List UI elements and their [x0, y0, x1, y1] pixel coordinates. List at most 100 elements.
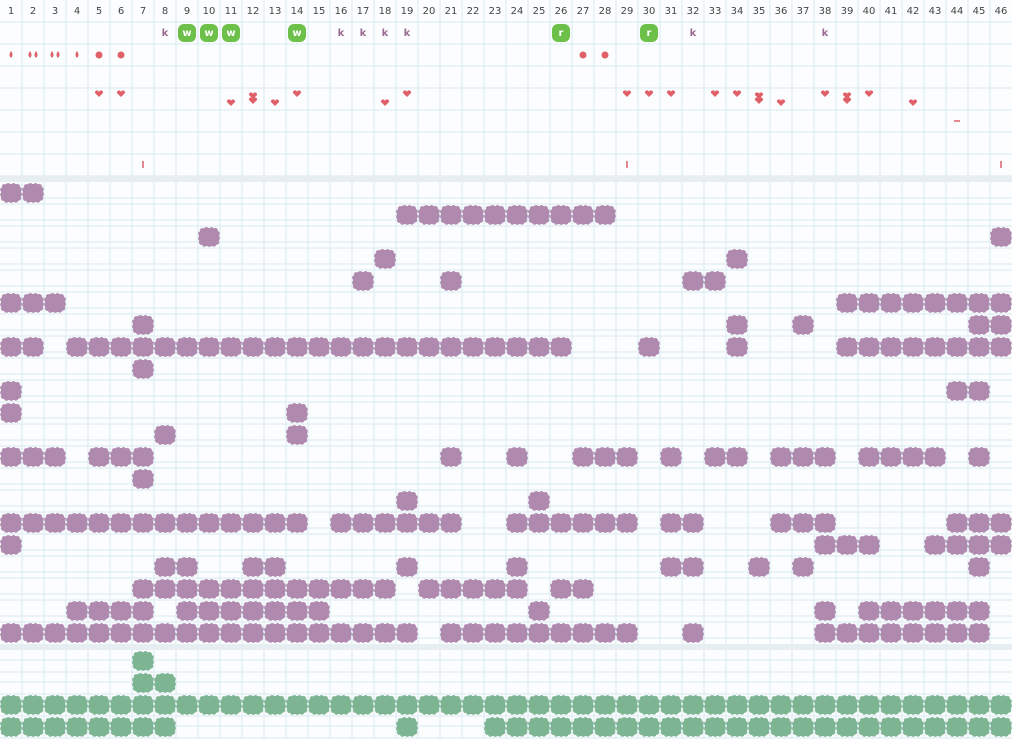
column-number: 26 [555, 6, 568, 17]
blob [924, 535, 946, 555]
blob [154, 623, 176, 643]
column-number: 16 [335, 6, 348, 17]
blob [132, 717, 154, 737]
blob [770, 447, 792, 467]
blob [66, 337, 88, 357]
blob [330, 579, 352, 599]
column-number: 21 [445, 6, 458, 17]
blob [44, 623, 66, 643]
column-number: 8 [162, 6, 168, 17]
blob [902, 717, 924, 737]
column-number: 33 [709, 6, 722, 17]
blob [968, 337, 990, 357]
blob [902, 447, 924, 467]
blob [792, 315, 814, 335]
column-number: 11 [225, 6, 238, 17]
drop [28, 51, 32, 58]
blob [946, 535, 968, 555]
blob [198, 623, 220, 643]
column-number: 31 [665, 6, 678, 17]
column-number: 43 [929, 6, 942, 17]
blob [528, 205, 550, 225]
heart [248, 92, 258, 99]
heart [710, 90, 720, 97]
blob [462, 695, 484, 715]
blob [726, 695, 748, 715]
blob [682, 271, 704, 291]
blob [264, 579, 286, 599]
column-number: 15 [313, 6, 326, 17]
blob [154, 673, 176, 693]
column-number: 45 [973, 6, 986, 17]
blob [462, 337, 484, 357]
blob [528, 601, 550, 621]
blob [66, 717, 88, 737]
blob [440, 205, 462, 225]
blob [594, 205, 616, 225]
column-number: 6 [118, 6, 124, 17]
blob [550, 579, 572, 599]
badge [222, 24, 240, 42]
heart [270, 99, 280, 106]
blob [0, 381, 22, 401]
dot [95, 51, 103, 59]
badge-letter: r [559, 28, 564, 39]
blob [88, 447, 110, 467]
column-number: 10 [203, 6, 216, 17]
blob [22, 293, 44, 313]
blob [110, 623, 132, 643]
blob [330, 513, 352, 533]
heart [732, 90, 742, 97]
blob [440, 579, 462, 599]
blob [748, 717, 770, 737]
blob [440, 623, 462, 643]
blob [44, 717, 66, 737]
blob [374, 623, 396, 643]
blob [66, 601, 88, 621]
blob [594, 623, 616, 643]
blob [968, 381, 990, 401]
blob [220, 337, 242, 357]
heart [644, 90, 654, 97]
blob [990, 293, 1012, 313]
blob [924, 601, 946, 621]
blob [308, 337, 330, 357]
blob [748, 557, 770, 577]
blob [616, 717, 638, 737]
blob [484, 695, 506, 715]
heart [666, 90, 676, 97]
blob [88, 601, 110, 621]
blob [440, 447, 462, 467]
column-number: 25 [533, 6, 546, 17]
blob [550, 205, 572, 225]
blob [550, 717, 572, 737]
blob [110, 447, 132, 467]
blob [374, 513, 396, 533]
blob [286, 425, 308, 445]
blob [594, 717, 616, 737]
blob [242, 623, 264, 643]
blob [572, 695, 594, 715]
blob [726, 337, 748, 357]
blob [660, 695, 682, 715]
blob [638, 337, 660, 357]
blob [0, 695, 22, 715]
blob [132, 623, 154, 643]
badge-letter: w [226, 28, 235, 39]
blob [264, 557, 286, 577]
blob [286, 601, 308, 621]
dot [601, 51, 609, 59]
blob [484, 337, 506, 357]
blob [154, 695, 176, 715]
blob [726, 315, 748, 335]
blob [836, 717, 858, 737]
blob [528, 717, 550, 737]
drop [75, 51, 79, 58]
blob [902, 695, 924, 715]
blob [506, 717, 528, 737]
blob [0, 623, 22, 643]
blob [462, 623, 484, 643]
separator [0, 176, 1012, 182]
heart [94, 90, 104, 97]
